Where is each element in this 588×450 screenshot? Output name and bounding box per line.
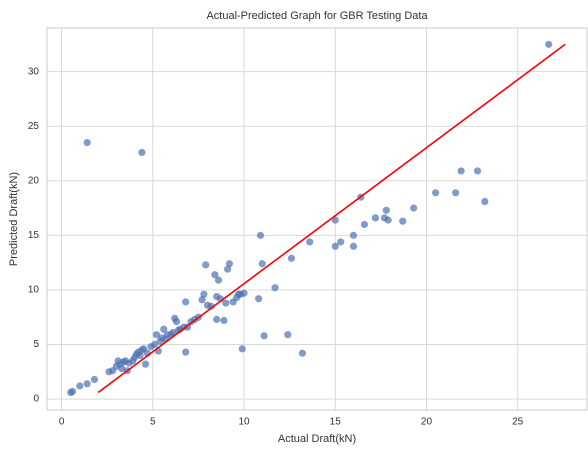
point <box>349 231 358 239</box>
point <box>306 238 314 246</box>
x-tick-label: 20 <box>421 417 433 428</box>
point <box>211 271 219 279</box>
x-tick-label: 25 <box>512 417 524 428</box>
y-tick-label: 20 <box>28 175 40 186</box>
point <box>260 332 268 340</box>
point <box>182 348 190 356</box>
y-tick-label: 5 <box>33 339 39 350</box>
point <box>337 238 345 246</box>
point <box>198 296 206 304</box>
plot-frame <box>46 27 588 411</box>
point <box>481 197 489 206</box>
point <box>200 290 208 298</box>
point <box>473 167 482 175</box>
point <box>452 189 460 197</box>
y-tick-label: 15 <box>28 230 40 241</box>
point <box>331 242 339 250</box>
point <box>238 345 246 353</box>
point <box>222 299 230 307</box>
point <box>169 328 177 337</box>
point <box>360 220 369 229</box>
point <box>83 380 91 388</box>
point <box>545 40 553 48</box>
x-tick-label: 5 <box>150 417 156 428</box>
point <box>90 375 99 384</box>
x-tick-label: 15 <box>330 417 342 428</box>
point <box>256 231 265 239</box>
point <box>68 387 77 396</box>
point <box>83 139 91 147</box>
point <box>410 204 418 212</box>
chart-title: Actual-Predicted Graph for GBR Testing D… <box>206 10 428 22</box>
y-tick-label: 25 <box>28 121 40 132</box>
point <box>287 254 296 262</box>
fit-line <box>97 43 566 394</box>
point <box>431 189 440 197</box>
point <box>213 315 221 324</box>
point <box>382 206 390 214</box>
y-tick-label: 0 <box>33 394 39 405</box>
point <box>152 331 161 339</box>
y-axis-label: Predicted Draft(kN) <box>8 172 20 266</box>
x-tick-label: 0 <box>59 417 65 428</box>
y-tick-label: 30 <box>28 66 40 77</box>
point <box>258 260 266 268</box>
point <box>371 214 379 222</box>
point <box>220 316 228 325</box>
point <box>298 349 307 357</box>
point <box>399 217 407 225</box>
x-axis-label: Actual Draft(kN) <box>278 433 356 445</box>
point <box>225 260 234 268</box>
point <box>160 325 168 333</box>
point <box>384 216 392 224</box>
point <box>172 317 181 326</box>
point <box>255 295 263 303</box>
point <box>214 276 223 284</box>
point <box>182 298 190 306</box>
point <box>136 351 144 360</box>
point <box>224 265 232 273</box>
point <box>76 382 84 390</box>
point <box>207 302 215 310</box>
point <box>457 167 465 175</box>
point <box>151 340 159 349</box>
point <box>331 216 339 224</box>
point <box>138 148 146 157</box>
point <box>141 360 150 368</box>
point <box>240 289 248 297</box>
y-tick-label: 10 <box>28 285 40 296</box>
x-tick-label: 10 <box>238 417 250 428</box>
point <box>284 331 292 339</box>
point <box>271 284 279 292</box>
point <box>349 242 358 250</box>
point <box>118 364 126 373</box>
point <box>202 261 210 269</box>
